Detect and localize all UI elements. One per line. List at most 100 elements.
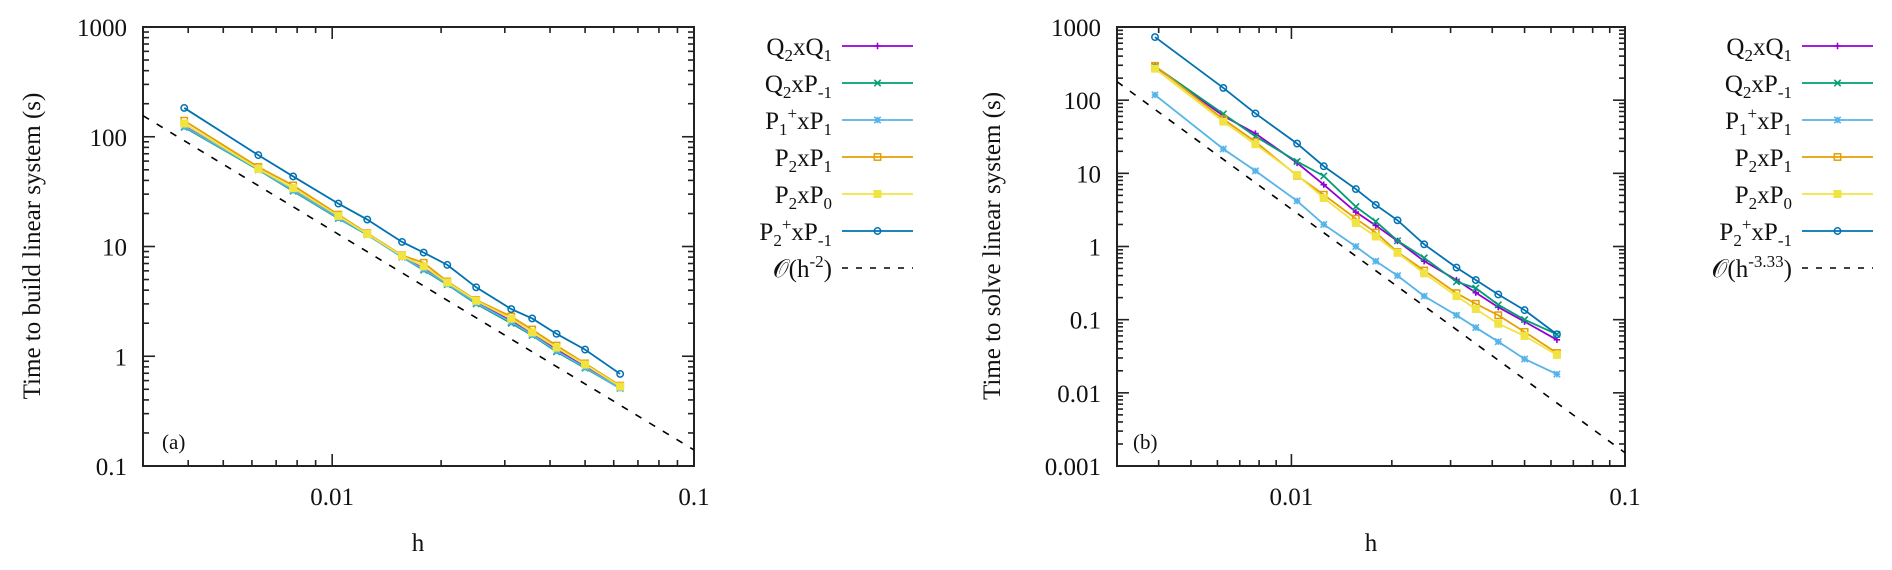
data-point — [1372, 257, 1380, 265]
data-point — [334, 211, 343, 220]
data-point — [1552, 350, 1561, 359]
legend-label-part: xQ — [1753, 34, 1784, 61]
data-point — [1452, 263, 1461, 272]
legend-label: P2​xP0​ — [775, 182, 832, 213]
star-glyph — [873, 116, 882, 124]
data-point — [1293, 139, 1302, 148]
legend-entry: P2​+​xP-1​ — [759, 215, 913, 250]
y-tick-label: 1 — [115, 344, 128, 371]
legend-label-part: 1 — [1784, 46, 1793, 65]
legend-label-part: 𝒪 — [1712, 256, 1730, 283]
panel-a-ylabel: Time to build linear system (s) — [19, 93, 46, 400]
square-glyph — [1151, 64, 1160, 73]
star-glyph — [1520, 355, 1529, 363]
data-point — [616, 382, 625, 391]
square-glyph — [1452, 292, 1461, 301]
legend-label-part: (h — [789, 256, 810, 283]
reference-line — [143, 115, 694, 451]
square-glyph — [363, 229, 372, 238]
y-tick-label: 0.01 — [1057, 381, 1101, 408]
legend-marker — [1833, 116, 1842, 124]
data-point — [1320, 181, 1327, 188]
panel-a-tag: (a) — [162, 430, 185, 454]
series-line — [183, 125, 621, 390]
circle-glyph — [1319, 162, 1328, 171]
legend-label-part: 2 — [1733, 231, 1742, 250]
circle-glyph — [552, 329, 561, 338]
data-point — [1420, 240, 1429, 249]
legend-label-part: 1 — [824, 120, 833, 139]
data-point — [1494, 311, 1503, 320]
legend-label-part: -3.33 — [1748, 252, 1783, 271]
data-point — [398, 238, 407, 246]
circle-glyph — [1452, 263, 1461, 272]
data-point — [528, 314, 537, 323]
legend-entry: P1​+​xP1​ — [1725, 104, 1873, 139]
panel-b-ylabel: Time to solve linear system (s) — [979, 92, 1006, 400]
legend-label-part: ) — [824, 256, 832, 283]
circle-glyph — [419, 248, 428, 257]
data-point — [1251, 167, 1260, 175]
y-tick-label: 1000 — [1051, 15, 1101, 42]
data-point — [1420, 254, 1428, 262]
square-glyph — [1833, 153, 1842, 161]
data-point — [528, 328, 537, 337]
data-point — [1520, 306, 1529, 315]
square-glyph — [398, 251, 407, 260]
square-glyph — [254, 164, 263, 173]
data-point — [419, 248, 428, 257]
legend-label-part: 1 — [824, 46, 833, 65]
legend-label-part: 2 — [773, 231, 782, 250]
legend-label: Q2​xP-1​ — [765, 71, 832, 102]
data-point — [1352, 208, 1360, 216]
series-p2xp0 — [180, 119, 625, 391]
legend-label-part: P — [759, 219, 773, 246]
data-point — [1293, 170, 1302, 179]
y-tick-label: 100 — [1064, 88, 1102, 115]
legend-marker — [1833, 190, 1842, 198]
star-glyph — [1251, 167, 1260, 175]
legend-label-part: xP — [791, 219, 817, 246]
cross-glyph — [1319, 172, 1328, 180]
star-glyph — [1420, 292, 1428, 300]
reference-line — [1117, 81, 1625, 454]
square-glyph — [443, 278, 452, 287]
cross-glyph — [1520, 315, 1529, 324]
legend-label-part: Q — [1726, 34, 1744, 61]
legend-entry: P2​xP1​ — [775, 145, 913, 176]
legend-label-part: 2 — [1743, 83, 1752, 102]
legend-label: P2​+​xP-1​ — [759, 215, 832, 250]
data-point — [1352, 242, 1360, 251]
data-point — [1393, 216, 1402, 225]
legend-label-part: -1 — [1778, 231, 1792, 250]
legend-marker — [874, 42, 881, 50]
circle-glyph — [528, 314, 537, 323]
y-tick-label: 10 — [1076, 161, 1101, 188]
circle-glyph — [334, 199, 343, 208]
data-point — [1372, 222, 1379, 229]
legend-entry: P2​xP1​ — [1735, 145, 1873, 176]
series-line — [183, 119, 621, 387]
data-point — [1319, 162, 1328, 171]
legend-label-part: 2 — [1744, 46, 1753, 65]
data-point — [1452, 311, 1461, 319]
square-glyph — [1371, 232, 1380, 241]
data-point — [552, 329, 561, 338]
legend-label: Q2​xQ1​ — [1726, 34, 1792, 65]
data-point — [581, 345, 590, 354]
data-point — [1553, 370, 1561, 378]
circle-glyph — [1494, 290, 1503, 299]
legend-label-part: Q — [1725, 71, 1743, 98]
square-glyph — [1494, 311, 1503, 320]
legend-label-part: 1 — [1784, 120, 1793, 139]
data-point — [254, 151, 263, 160]
data-point — [1420, 292, 1428, 300]
circle-glyph — [1520, 306, 1529, 315]
data-point — [1393, 248, 1402, 257]
series-p2-xp-1 — [180, 103, 625, 378]
legend-marker — [873, 227, 882, 235]
panel-a-xlabel: h — [412, 530, 425, 557]
data-point — [1352, 202, 1360, 211]
legend-label-part: xQ — [793, 34, 824, 61]
